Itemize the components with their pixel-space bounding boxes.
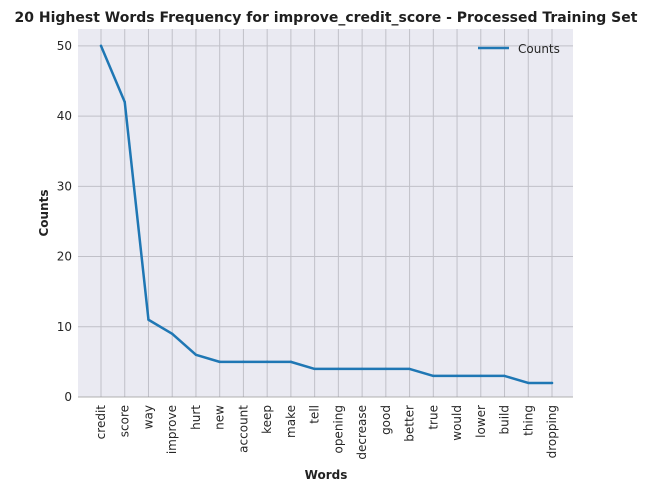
data-point: [503, 374, 506, 378]
x-tick-label: true: [426, 405, 440, 430]
x-tick-label: good: [379, 405, 393, 435]
data-point: [455, 374, 459, 378]
series-line-counts: [99, 44, 554, 385]
data-point: [550, 381, 554, 385]
data-point: [479, 374, 482, 378]
x-gridlines: [100, 29, 553, 397]
data-point: [408, 367, 411, 371]
data-point: [218, 360, 221, 364]
x-tick-label: new: [213, 405, 227, 430]
data-point: [242, 360, 245, 364]
plot-background: [78, 29, 573, 397]
data-point: [289, 360, 293, 364]
x-tick-label: way: [141, 405, 155, 429]
x-tick-label: account: [236, 405, 250, 453]
data-point: [384, 367, 388, 371]
data-point: [147, 318, 150, 321]
data-point: [123, 100, 126, 104]
x-tick-label: keep: [260, 405, 274, 434]
data-point: [99, 44, 103, 48]
y-tick-label: 40: [57, 109, 72, 123]
x-tick-labels: credit score way improve hurt new account keep m…: [94, 405, 559, 460]
x-tick-label: would: [450, 405, 464, 441]
y-axis-label: Counts: [37, 189, 51, 236]
x-tick-label: make: [284, 405, 298, 438]
x-tick-label: opening: [331, 405, 345, 454]
data-point: [194, 353, 198, 357]
data-point: [313, 367, 316, 371]
x-tick-label: decrease: [355, 405, 369, 460]
x-tick-label: tell: [308, 405, 322, 424]
x-tick-label: build: [498, 405, 512, 435]
series-layer: [99, 44, 554, 385]
data-point: [432, 374, 435, 378]
x-tick-label: hurt: [189, 405, 203, 430]
y-tick-label: 20: [57, 250, 72, 264]
x-tick-label: dropping: [545, 405, 559, 458]
data-point: [171, 332, 174, 335]
x-tick-label: better: [403, 405, 417, 442]
legend: Counts: [478, 42, 560, 56]
x-tick-label: improve: [165, 405, 179, 454]
data-point: [527, 381, 530, 385]
x-axis-label: Words: [305, 468, 348, 482]
legend-label: Counts: [518, 42, 560, 56]
y-tick-label: 0: [64, 390, 72, 404]
x-tick-label: score: [118, 405, 132, 437]
chart-title: 20 Highest Words Frequency for improve_c…: [15, 10, 638, 26]
data-point: [265, 360, 269, 364]
data-point: [337, 367, 340, 371]
y-tick-labels: 0 10 20 30 40 50: [57, 39, 72, 404]
y-tick-label: 30: [57, 179, 72, 193]
x-tick-label: thing: [521, 405, 535, 436]
x-tick-label: lower: [474, 405, 488, 438]
y-tick-label: 10: [57, 320, 72, 334]
y-tick-label: 50: [57, 39, 72, 53]
data-point: [360, 367, 364, 371]
x-tick-label: credit: [94, 405, 108, 440]
